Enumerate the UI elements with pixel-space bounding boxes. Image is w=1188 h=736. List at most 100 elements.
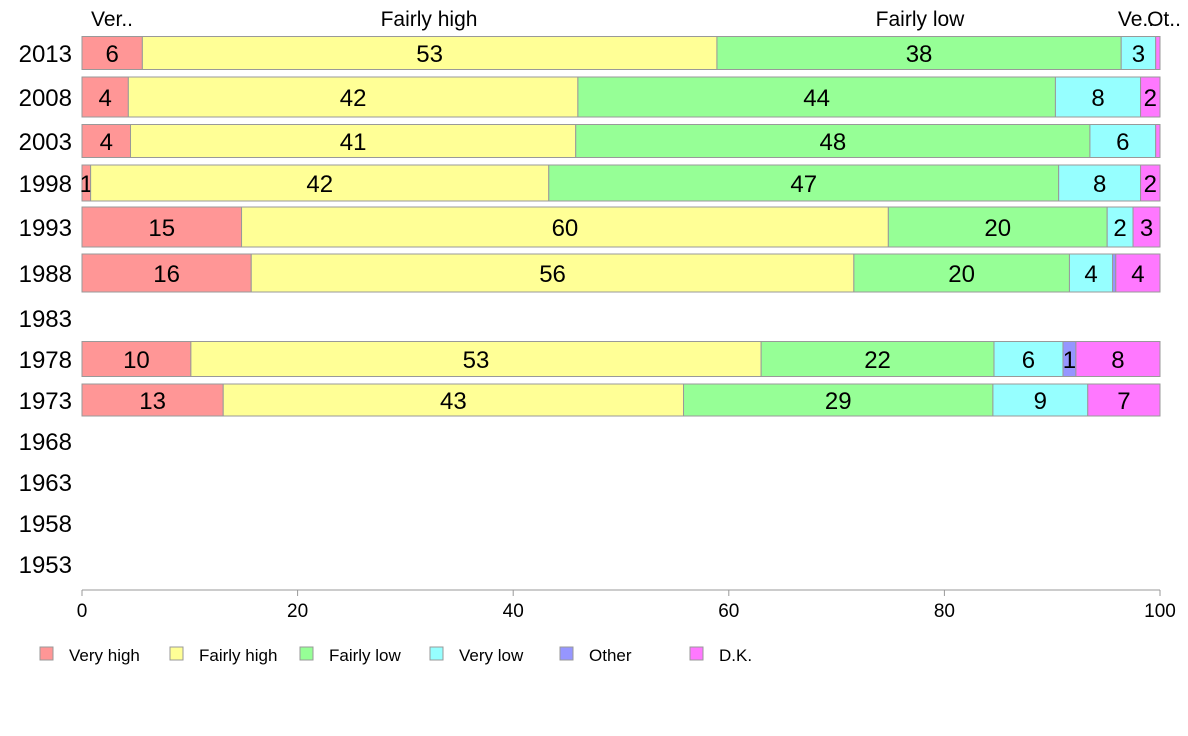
data-label: 43 <box>440 388 467 415</box>
data-label: 4 <box>1131 261 1144 288</box>
data-label: 6 <box>1116 129 1129 156</box>
bar-segment <box>1075 341 1161 377</box>
x-tick-label: 20 <box>287 601 308 622</box>
x-tick-label: 40 <box>503 601 524 622</box>
legend-swatch <box>169 646 184 661</box>
y-tick-label: 1968 <box>19 429 72 456</box>
bar-segment <box>90 164 550 202</box>
bar-segment <box>992 383 1089 417</box>
legend-swatch <box>429 646 444 661</box>
x-axis: 0 20 40 60 80 100 <box>77 589 1176 622</box>
data-label: 8 <box>1091 85 1104 112</box>
top-category-labels: Ver.. Fairly high Fairly low Ve..Ot.. <box>91 8 1181 31</box>
y-tick-label: 1983 <box>19 306 72 333</box>
y-tick-label: 1973 <box>19 388 72 415</box>
x-tick-label: 60 <box>718 601 739 622</box>
data-label: 4 <box>98 85 111 112</box>
data-label: 8 <box>1111 347 1124 374</box>
bar-segment <box>1140 76 1161 118</box>
top-label: Ver.. <box>91 8 133 31</box>
data-label: 3 <box>1140 215 1153 242</box>
data-label: 38 <box>906 41 933 68</box>
bar-segment <box>1140 164 1161 202</box>
y-axis-labels: 2013 2008 2003 1998 1993 1988 1983 1978 1973 1968… <box>19 41 72 579</box>
bar-segment <box>683 383 994 417</box>
data-label: 29 <box>825 388 852 415</box>
bar-segment <box>993 341 1064 377</box>
data-label: 22 <box>864 347 891 374</box>
y-tick-label: 2003 <box>19 129 72 156</box>
data-label: 44 <box>803 85 830 112</box>
bars: 6 53 38 34 42 44 8 24 41 48 61 42 47 8 215 60 20 2 316 56 20… <box>80 36 1161 417</box>
legend-label: D.K. <box>719 646 752 665</box>
legend-swatch <box>559 646 574 661</box>
bar-segment <box>222 383 685 417</box>
top-label: Fairly high <box>381 8 478 31</box>
y-tick-label: 1998 <box>19 171 72 198</box>
bar-segment <box>81 341 192 377</box>
bar-segment <box>575 124 1091 158</box>
y-tick-label: 1988 <box>19 261 72 288</box>
bar-segment <box>190 341 762 377</box>
bar-segment <box>81 206 243 248</box>
legend-swatch <box>299 646 314 661</box>
legend-label: Fairly low <box>329 646 402 665</box>
bar-segment <box>81 383 224 417</box>
bar-segment <box>1155 124 1161 158</box>
bar-segment <box>548 164 1060 202</box>
bar-segment <box>81 253 252 293</box>
top-label: Ve.. <box>1118 8 1154 31</box>
bar-segment <box>887 206 1108 248</box>
data-label: 2 <box>1144 171 1157 198</box>
legend: Very high Fairly high Fairly low Very low Ot… <box>39 646 752 665</box>
y-tick-label: 1978 <box>19 347 72 374</box>
data-label: 53 <box>463 347 490 374</box>
bar-segment <box>81 76 129 118</box>
data-label: 15 <box>148 215 175 242</box>
top-label: Ot.. <box>1147 8 1181 31</box>
data-label: 56 <box>539 261 566 288</box>
data-label: 4 <box>1084 261 1097 288</box>
data-label: 53 <box>416 41 443 68</box>
x-tick-label: 80 <box>934 601 955 622</box>
bar-segment <box>1058 164 1142 202</box>
legend-swatch <box>39 646 54 661</box>
x-tick-label: 100 <box>1144 601 1176 622</box>
bar-segment <box>1132 206 1161 248</box>
y-tick-label: 1963 <box>19 470 72 497</box>
data-label: 3 <box>1132 41 1145 68</box>
y-tick-label: 1958 <box>19 511 72 538</box>
data-label: 2 <box>1113 215 1126 242</box>
bar-segment <box>127 76 579 118</box>
legend-label: Very high <box>69 646 140 665</box>
data-label: 20 <box>984 215 1011 242</box>
bar-segment <box>1054 76 1142 118</box>
data-label: 16 <box>153 261 180 288</box>
data-label: 48 <box>819 129 846 156</box>
top-label: Fairly low <box>876 8 966 31</box>
data-label: 42 <box>340 85 367 112</box>
data-label: 20 <box>948 261 975 288</box>
bar-segment <box>1155 36 1161 70</box>
y-tick-label: 1953 <box>19 552 72 579</box>
data-label: 2 <box>1144 85 1157 112</box>
data-label: 10 <box>123 347 150 374</box>
data-label: 6 <box>106 41 119 68</box>
data-label: 60 <box>552 215 579 242</box>
legend-swatch <box>689 646 704 661</box>
bar-segment <box>81 124 132 158</box>
data-label: 7 <box>1117 388 1130 415</box>
bar-segment <box>1089 124 1157 158</box>
data-label: 41 <box>340 129 367 156</box>
bar-segment <box>760 341 995 377</box>
data-label: 1 <box>80 171 93 198</box>
y-tick-label: 2013 <box>19 41 72 68</box>
y-tick-label: 2008 <box>19 85 72 112</box>
data-label: 8 <box>1093 171 1106 198</box>
data-label: 9 <box>1034 388 1047 415</box>
bar-segment <box>130 124 577 158</box>
bar-segment <box>1115 253 1161 293</box>
bar-segment <box>1087 383 1161 417</box>
y-tick-label: 1993 <box>19 215 72 242</box>
